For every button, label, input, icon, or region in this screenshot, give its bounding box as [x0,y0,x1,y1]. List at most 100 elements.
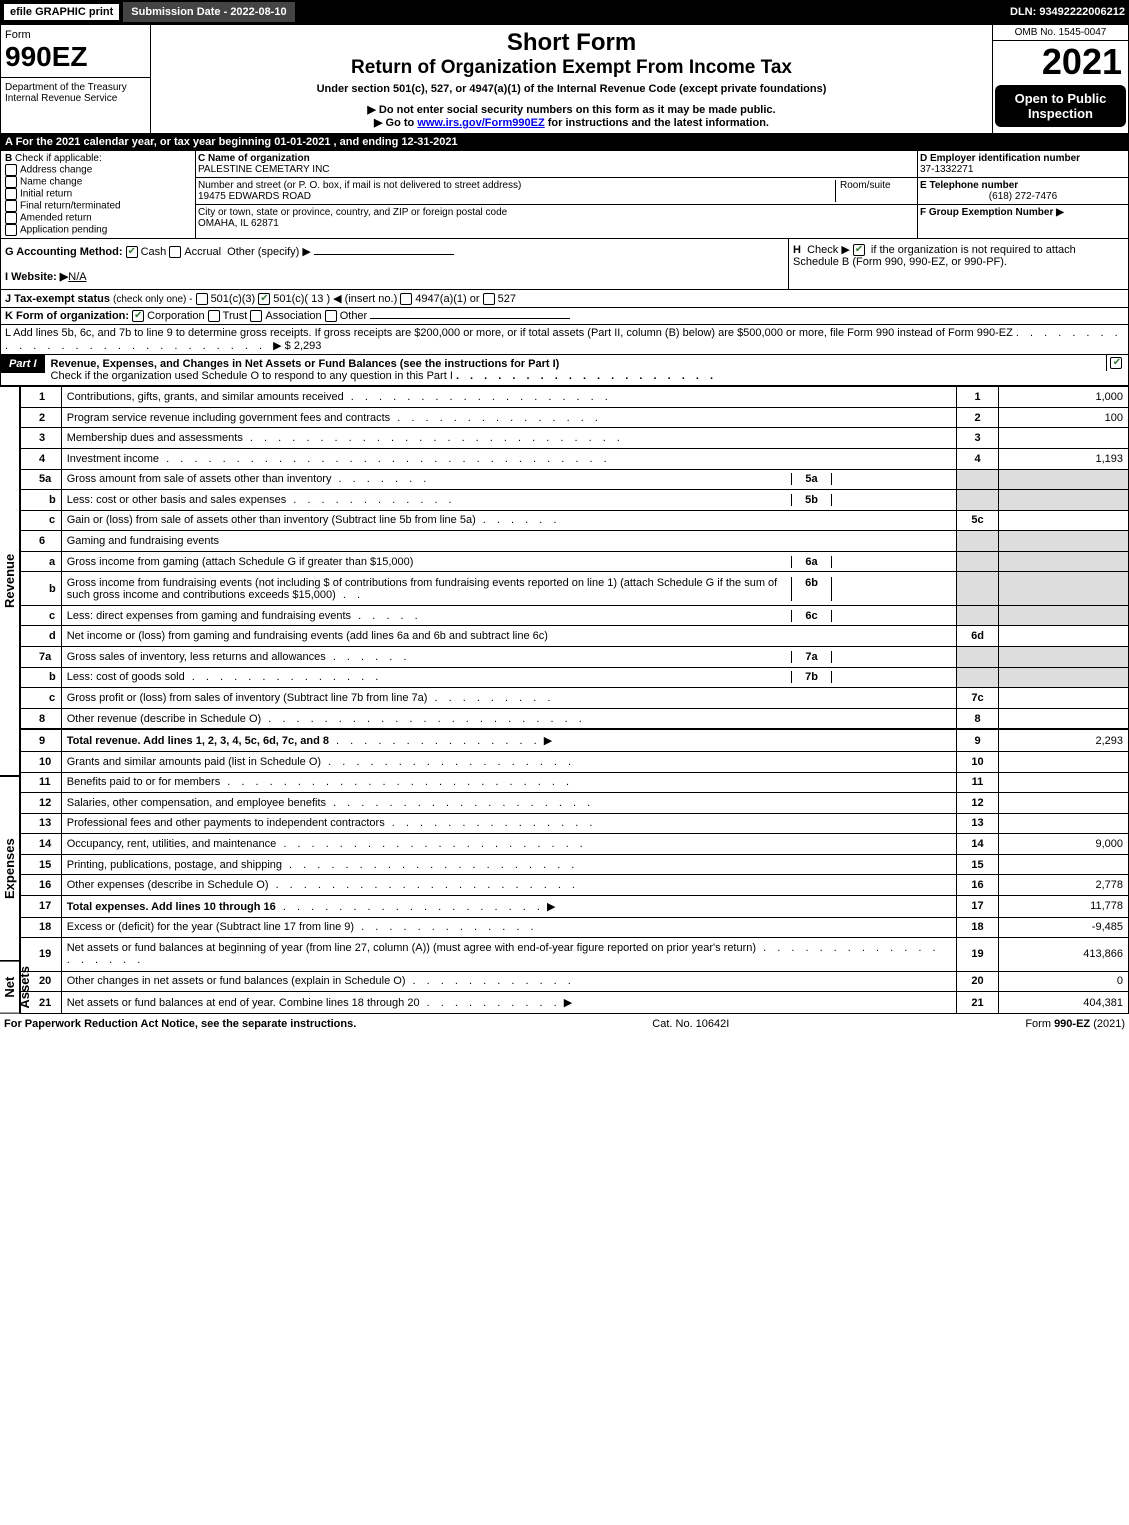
f-group-label: F Group Exemption Number ▶ [920,207,1064,218]
table-row: 3 Membership dues and assessments . . . … [21,428,1129,449]
table-row: d Net income or (loss) from gaming and f… [21,626,1129,647]
org-address: 19475 EDWARDS ROAD [198,191,311,202]
part1-title: Revenue, Expenses, and Changes in Net As… [45,355,1106,385]
table-row: 14 Occupancy, rent, utilities, and maint… [21,834,1129,855]
g-label: G Accounting Method: [5,246,123,258]
opt-527: 527 [498,293,516,305]
table-row: c Gross profit or (loss) from sales of i… [21,688,1129,709]
check-trust[interactable] [208,310,220,322]
check-corporation[interactable] [132,310,144,322]
title-cell: Short Form Return of Organization Exempt… [151,25,993,133]
line-desc: Contributions, gifts, grants, and simila… [67,391,344,403]
opt-accrual: Accrual [184,246,221,258]
line-amt: 1,000 [999,387,1129,408]
check-4947[interactable] [400,293,412,305]
c-addr-label: Number and street (or P. O. box, if mail… [198,180,521,191]
check-name-change[interactable] [5,176,17,188]
opt-corporation: Corporation [147,310,204,322]
table-row: 20 Other changes in net assets or fund b… [21,971,1129,992]
page-footer: For Paperwork Reduction Act Notice, see … [0,1014,1129,1034]
h-label: H [793,244,801,256]
line-l: L Add lines 5b, 6c, and 7b to line 9 to … [0,325,1129,355]
table-row: 12 Salaries, other compensation, and emp… [21,793,1129,814]
table-row: c Less: direct expenses from gaming and … [21,605,1129,626]
short-form-title: Short Form [155,29,988,57]
opt-other-method: Other (specify) ▶ [227,246,311,258]
check-501c[interactable] [258,293,270,305]
table-row: 11 Benefits paid to or for members . . .… [21,772,1129,793]
lines-table: 1 Contributions, gifts, grants, and simi… [20,386,1129,1014]
goto-post: for instructions and the latest informat… [545,117,769,129]
opt-address-change: Address change [20,165,92,176]
check-address-change[interactable] [5,164,17,176]
form-header: Form 990EZ Department of the Treasury In… [0,24,1129,134]
opt-trust: Trust [223,310,248,322]
year-cell: OMB No. 1545-0047 2021 Open to Public In… [993,25,1128,133]
table-row: b Less: cost or other basis and sales ex… [21,490,1129,511]
table-row: 15 Printing, publications, postage, and … [21,854,1129,875]
expenses-label: Expenses [0,776,20,961]
check-final-return[interactable] [5,200,17,212]
note-ssn: ▶ Do not enter social security numbers o… [155,103,988,116]
opt-initial-return: Initial return [20,189,72,200]
part1-header-row: Part I Revenue, Expenses, and Changes in… [0,355,1129,386]
check-other-org[interactable] [325,310,337,322]
revenue-label: Revenue [0,386,20,776]
table-row: 2 Program service revenue including gove… [21,407,1129,428]
goto-pre: ▶ Go to [374,117,417,129]
dots: . . . . . . . . . . . . . . . . . . . [456,370,717,382]
check-initial-return[interactable] [5,188,17,200]
b-text: Check if applicable: [15,153,102,164]
check-schedule-b[interactable] [853,244,865,256]
submission-date: Submission Date - 2022-08-10 [123,2,294,22]
l-text: L Add lines 5b, 6c, and 7b to line 9 to … [5,327,1013,339]
table-row: 6 Gaming and fundraising events [21,531,1129,552]
box-b: B Check if applicable: Address change Na… [1,151,196,238]
table-row: 5a Gross amount from sale of assets othe… [21,469,1129,490]
table-row: 9 Total revenue. Add lines 1, 2, 3, 4, 5… [21,729,1129,751]
l-amt-label: ▶ $ [273,340,291,352]
check-application-pending[interactable] [5,224,17,236]
form-number: 990EZ [5,41,146,73]
d-ein-label: D Employer identification number [920,153,1080,164]
org-name: PALESTINE CEMETARY INC [198,164,330,175]
check-accrual[interactable] [169,246,181,258]
opt-other-org: Other [340,310,368,322]
part1-subtitle: Check if the organization used Schedule … [51,370,453,382]
check-schedule-o[interactable] [1110,357,1122,369]
part1-title-text: Revenue, Expenses, and Changes in Net As… [51,358,560,370]
subtitle: Under section 501(c), 527, or 4947(a)(1)… [155,83,988,95]
irs-link[interactable]: www.irs.gov/Form990EZ [417,117,544,129]
j-sub: (check only one) - [113,294,192,305]
e-phone-label: E Telephone number [920,180,1018,191]
lines-container: Revenue Expenses Net Assets 1 Contributi… [0,386,1129,1014]
netassets-label: Net Assets [0,961,20,1014]
check-association[interactable] [250,310,262,322]
tax-year: 2021 [993,41,1128,83]
box-def: D Employer identification number 37-1332… [918,151,1128,238]
opt-application-pending: Application pending [20,225,107,236]
check-amended-return[interactable] [5,212,17,224]
k-label: K Form of organization: [5,310,129,322]
opt-association: Association [265,310,321,322]
line-no: 1 [957,387,999,408]
section-bcdef: B Check if applicable: Address change Na… [0,151,1129,239]
table-row: 8 Other revenue (describe in Schedule O)… [21,708,1129,729]
table-row: 4 Investment income . . . . . . . . . . … [21,448,1129,469]
org-city: OMAHA, IL 62871 [198,218,279,229]
dln: DLN: 93492222006212 [1010,6,1125,18]
table-row: 19 Net assets or fund balances at beginn… [21,938,1129,972]
table-row: 10 Grants and similar amounts paid (list… [21,751,1129,772]
j-label: J Tax-exempt status [5,293,110,305]
line-a: A For the 2021 calendar year, or tax yea… [0,134,1129,151]
opt-501c: 501(c)( 13 ) ◀ (insert no.) [273,293,397,305]
note-goto: ▶ Go to www.irs.gov/Form990EZ for instru… [155,116,988,129]
table-row: 17 Total expenses. Add lines 10 through … [21,895,1129,917]
ein-value: 37-1332271 [920,164,973,175]
check-cash[interactable] [126,246,138,258]
opt-final-return: Final return/terminated [20,201,121,212]
table-row: 1 Contributions, gifts, grants, and simi… [21,387,1129,408]
l-amt: 2,293 [294,340,322,352]
check-527[interactable] [483,293,495,305]
check-501c3[interactable] [196,293,208,305]
